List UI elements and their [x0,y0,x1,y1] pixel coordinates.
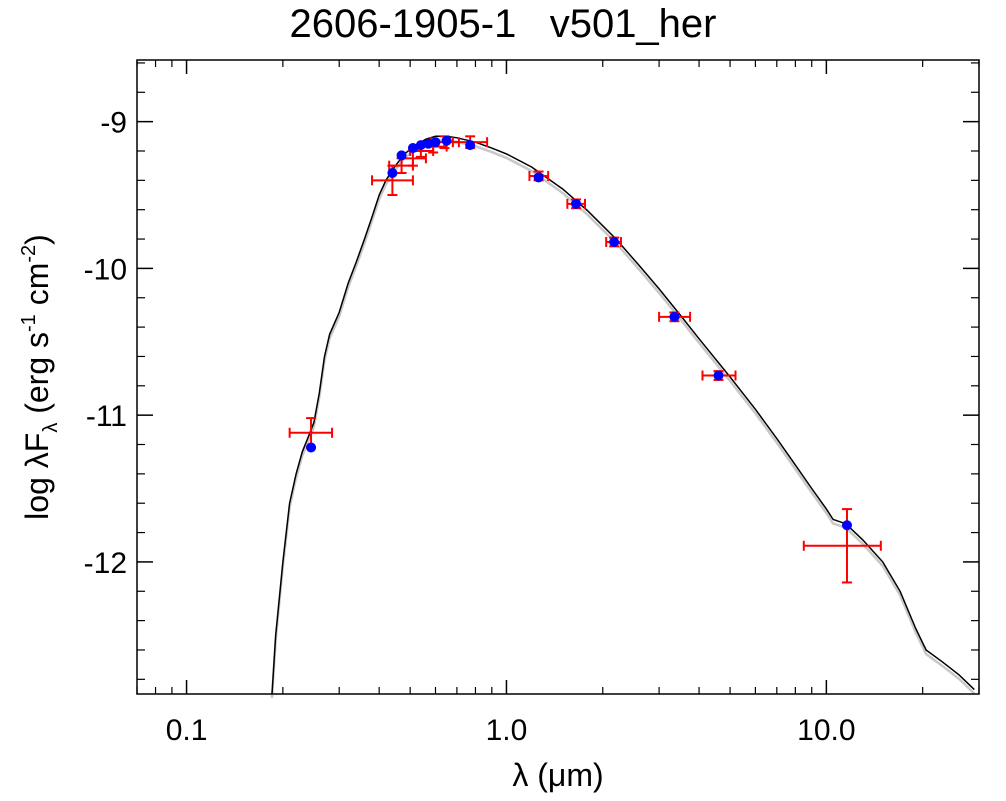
model-point [430,137,441,148]
y-axis-label: log λFλ (erg s-1 cm-2) [18,234,62,520]
model-point [396,150,407,161]
model-curve-alt [270,139,976,699]
y-tick-label: -11 [86,400,127,433]
y-tick-label: -10 [84,253,127,286]
ticks-layer [136,60,980,694]
model-points-layer [306,135,852,531]
curve-layer [270,135,976,699]
model-curve [271,135,975,695]
model-point [571,198,582,209]
y-label-unit-mid: cm [19,263,55,315]
model-point [533,172,544,183]
y-label-prefix-sub: λ [40,423,62,433]
x-tick-label: 0.1 [166,714,208,747]
model-point [441,135,452,146]
y-label-exp2: -2 [18,245,40,263]
chart-title: 2606-1905-1 v501_her [289,2,717,46]
model-point [306,442,317,453]
model-point [415,140,426,151]
y-label-unit-open: (erg s [19,332,55,423]
x-tick-label: 1.0 [486,714,528,747]
x-tick-label: 10.0 [797,714,855,747]
model-point [609,236,620,247]
model-point [407,143,418,154]
y-label-exp1: -1 [18,314,40,332]
model-point [387,168,398,179]
model-point [841,520,852,531]
y-label-unit-close: ) [19,234,55,245]
model-point [465,140,476,151]
y-tick-label: -12 [84,547,127,580]
plot-frame [136,59,980,695]
model-point [669,311,680,322]
model-point [713,370,724,381]
tick-labels-layer: 0.1 1.0 10.0 -9 -10 -11 -12 [84,107,856,747]
y-label-prefix: log λF [19,433,55,520]
observed-point [802,508,882,584]
x-axis-label: λ (μm) [512,757,603,793]
y-tick-label: -9 [100,107,127,140]
